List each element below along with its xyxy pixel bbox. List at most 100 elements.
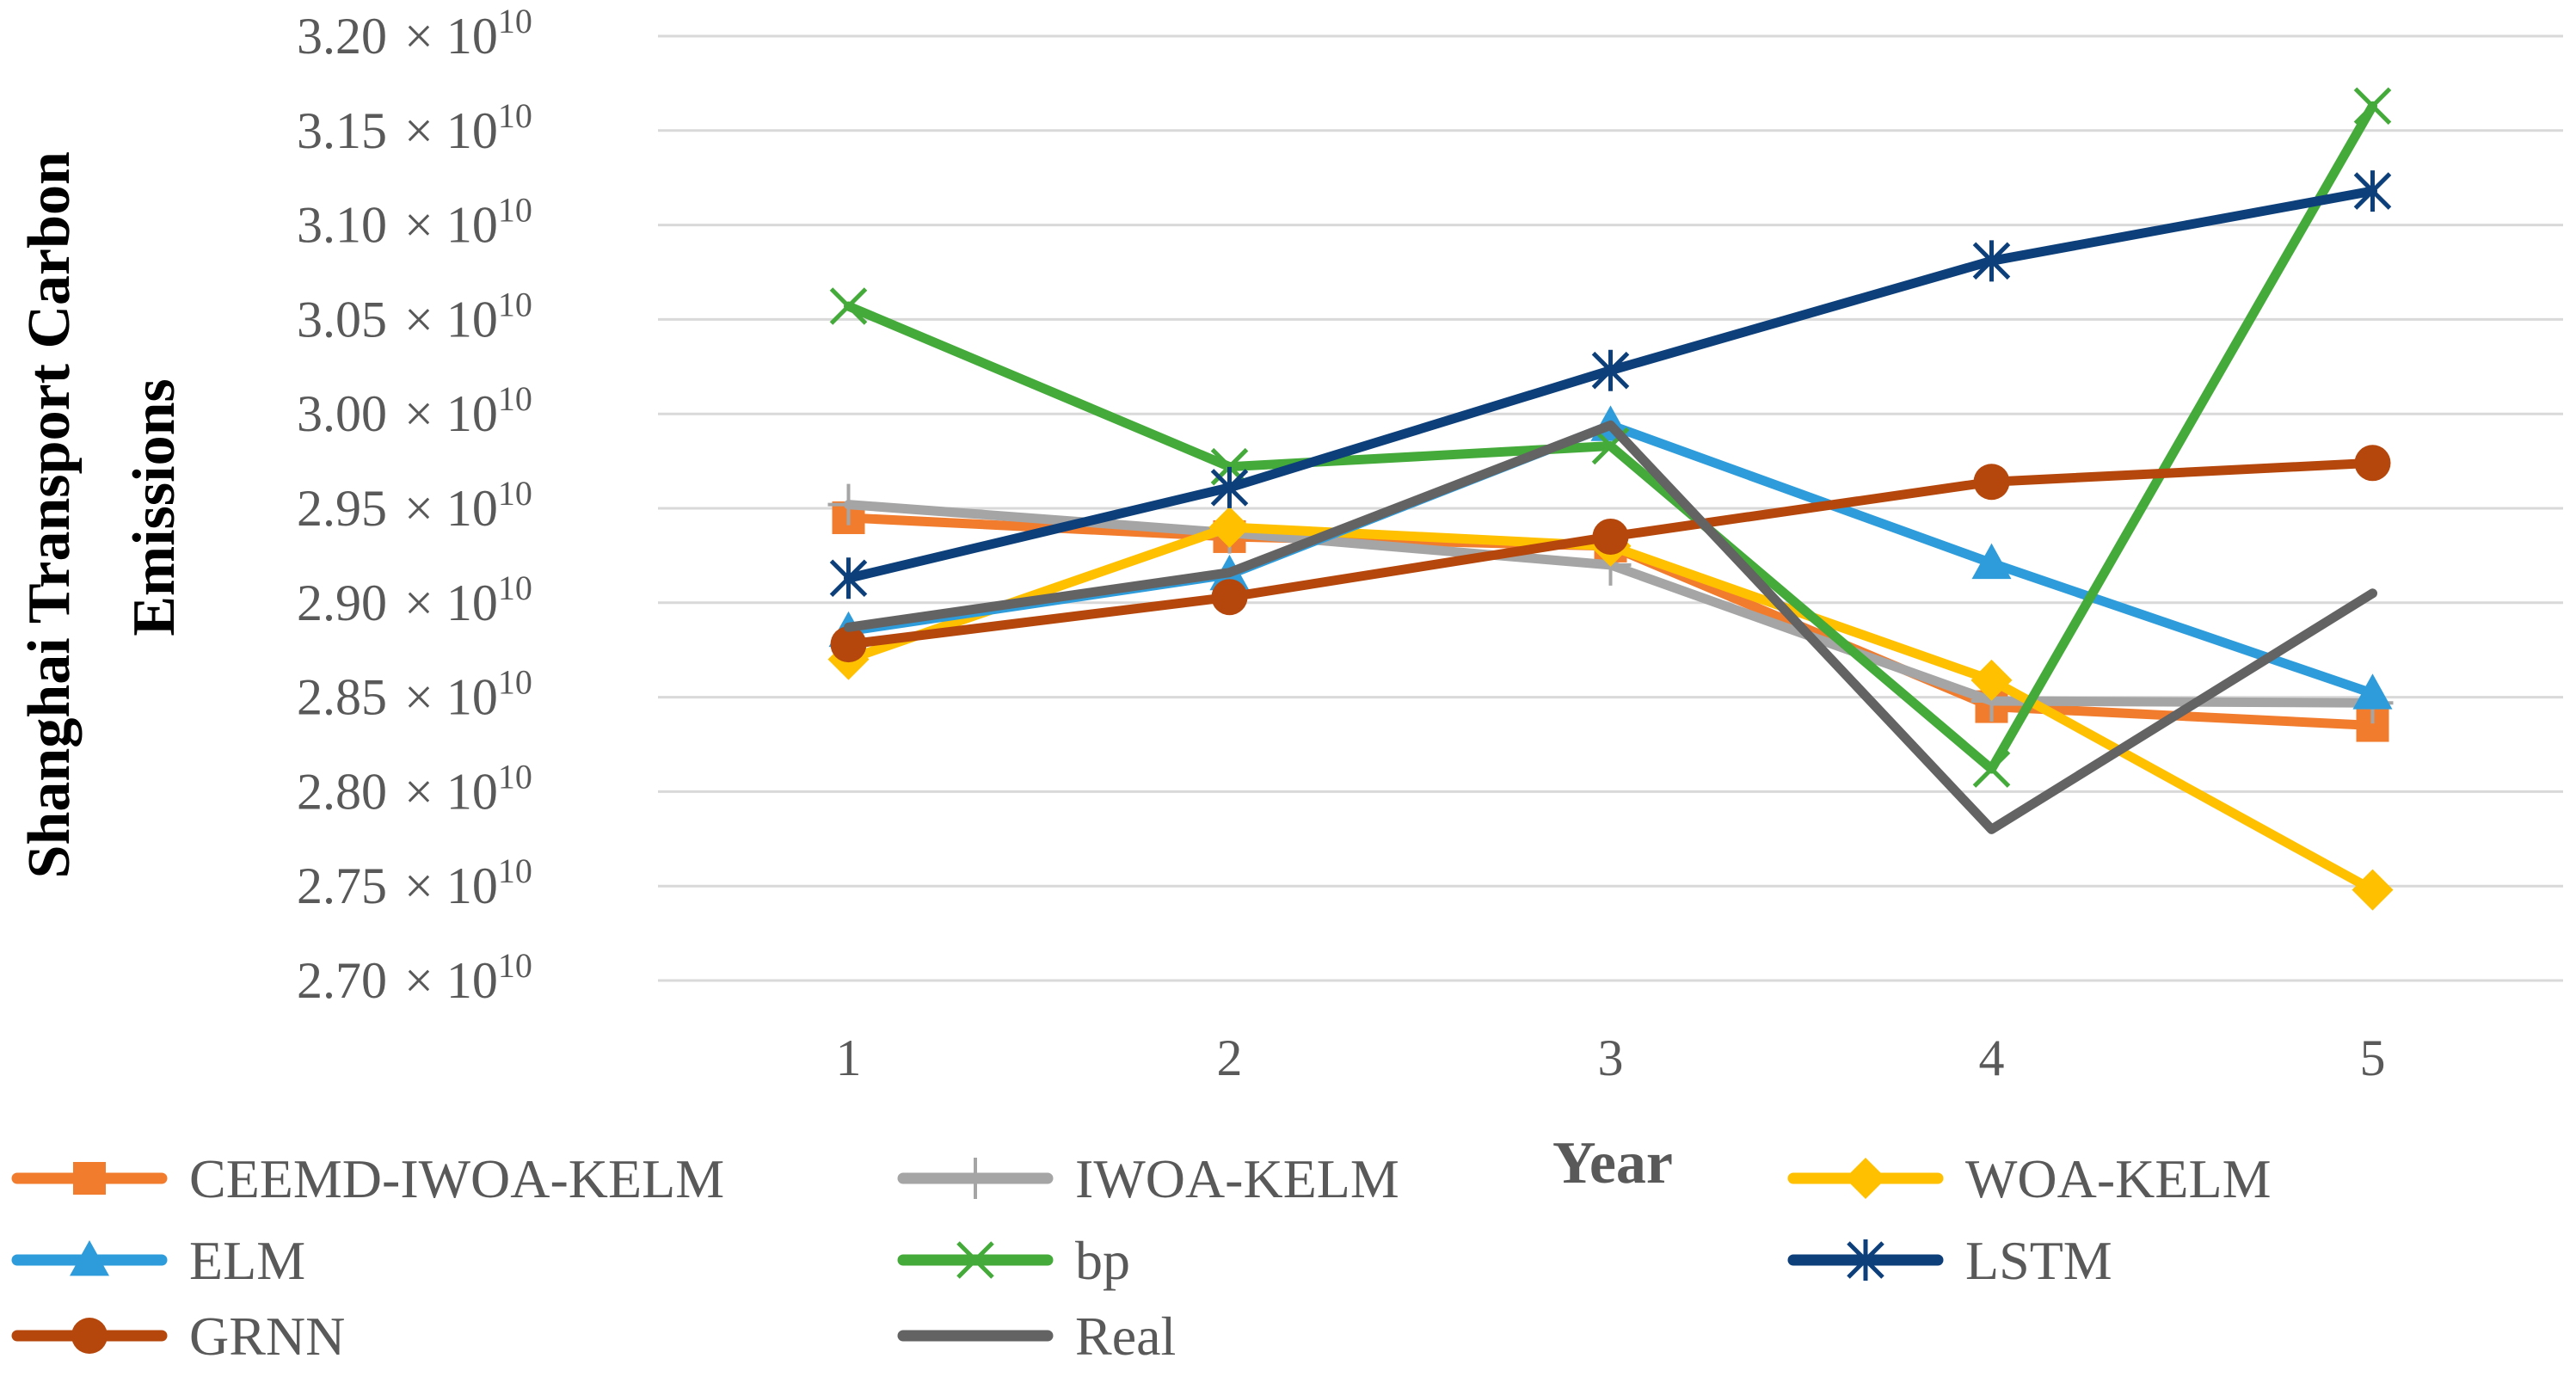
legend-item: CEEMD-IWOA-KELM — [11, 1148, 724, 1209]
data-point-marker — [2353, 87, 2392, 126]
data-point-marker — [829, 287, 868, 325]
data-point-marker — [955, 1158, 996, 1199]
y-tick-exponent: 10 — [498, 946, 532, 985]
data-point-marker — [956, 1241, 994, 1279]
y-tick-exponent: 10 — [498, 96, 532, 135]
data-point-marker — [1210, 466, 1249, 508]
y-tick-scale: × 10 — [404, 858, 498, 914]
y-tick-value: 2.95 — [297, 480, 387, 537]
legend-label: Real — [1075, 1306, 1176, 1367]
legend-item: ELM — [11, 1230, 305, 1291]
y-tick-scale: × 10 — [404, 480, 498, 537]
y-tick-scale: × 10 — [404, 669, 498, 726]
y-tick-scale: × 10 — [404, 8, 498, 65]
data-point-marker — [2352, 869, 2394, 911]
legend-label: GRNN — [189, 1306, 345, 1367]
data-point-marker — [827, 483, 870, 526]
y-tick-scale: × 10 — [404, 197, 498, 254]
y-tick-label: 3.00 × 1010 — [297, 379, 532, 442]
data-point-marker — [2352, 673, 2393, 710]
y-tick-exponent: 10 — [498, 569, 532, 607]
legend-item: IWOA-KELM — [897, 1148, 1399, 1209]
data-point-marker — [1845, 1158, 1886, 1199]
y-tick-value: 3.15 — [297, 102, 387, 159]
data-point-marker — [1211, 579, 1248, 616]
data-point-marker — [1972, 750, 2011, 788]
y-tick-value: 2.90 — [297, 575, 387, 631]
y-tick-exponent: 10 — [498, 663, 532, 702]
legend-label: CEEMD-IWOA-KELM — [189, 1148, 724, 1209]
y-tick-value: 2.75 — [297, 858, 387, 914]
y-tick-label: 3.20 × 1010 — [297, 2, 532, 65]
gridlines — [658, 34, 2563, 982]
x-tick-label: 4 — [1979, 1030, 2005, 1086]
y-tick-value: 2.70 — [297, 952, 387, 1009]
data-point-marker — [1973, 464, 2010, 501]
y-tick-exponent: 10 — [498, 851, 532, 890]
data-point-marker — [2353, 170, 2392, 212]
y-axis-title-line2: Emissions — [121, 378, 188, 636]
x-tick-label: 1 — [836, 1030, 862, 1086]
series-group — [827, 87, 2394, 911]
legend: CEEMD-IWOA-KELM IWOA-KELM WOA-KELM ELM bp LST… — [11, 1148, 2271, 1367]
y-tick-exponent: 10 — [498, 191, 532, 230]
x-tick-label: 3 — [1598, 1030, 1624, 1086]
x-tick-label: 5 — [2360, 1030, 2386, 1086]
y-tick-scale: × 10 — [404, 763, 498, 820]
series-line — [844, 420, 2377, 834]
y-tick-label: 2.90 × 1010 — [297, 569, 532, 631]
data-point-marker — [1847, 1239, 1884, 1281]
y-tick-value: 2.80 — [297, 763, 387, 820]
data-point-marker — [2354, 445, 2391, 482]
series-grnn — [830, 445, 2391, 663]
x-axis-ticks: 1 2 3 4 5 — [836, 1030, 2386, 1086]
y-tick-label: 2.80 × 1010 — [297, 757, 532, 820]
y-tick-label: 3.15 × 1010 — [297, 96, 532, 159]
y-tick-scale: × 10 — [404, 291, 498, 347]
data-point-marker — [1591, 349, 1630, 391]
y-tick-scale: × 10 — [404, 952, 498, 1009]
y-tick-value: 3.00 — [297, 385, 387, 442]
legend-label: bp — [1075, 1230, 1130, 1291]
y-tick-exponent: 10 — [498, 757, 532, 796]
y-tick-exponent: 10 — [498, 2, 532, 40]
legend-item: GRNN — [11, 1306, 345, 1367]
y-tick-value: 2.85 — [297, 669, 387, 726]
legend-item: LSTM — [1787, 1230, 2112, 1291]
x-tick-label: 2 — [1217, 1030, 1243, 1086]
y-tick-label: 2.70 × 1010 — [297, 946, 532, 1009]
data-point-marker — [70, 1240, 109, 1276]
data-point-marker — [73, 1162, 106, 1195]
y-tick-exponent: 10 — [498, 474, 532, 513]
y-axis-title-line1: Shanghai Transport Carbon — [16, 151, 83, 878]
y-tick-value: 3.10 — [297, 197, 387, 254]
data-point-marker — [1971, 543, 2012, 580]
x-axis-title: Year — [1552, 1130, 1673, 1196]
data-point-marker — [71, 1318, 108, 1354]
y-tick-label: 2.75 × 1010 — [297, 851, 532, 914]
data-point-marker — [1592, 518, 1629, 555]
y-tick-exponent: 10 — [498, 285, 532, 323]
y-tick-value: 3.05 — [297, 291, 387, 347]
y-tick-exponent: 10 — [498, 379, 532, 418]
y-tick-label: 3.05 × 1010 — [297, 285, 532, 347]
y-tick-label: 2.85 × 1010 — [297, 663, 532, 726]
series-lstm — [829, 170, 2392, 599]
data-point-marker — [1970, 659, 2013, 701]
y-tick-scale: × 10 — [404, 385, 498, 442]
y-tick-label: 2.95 × 1010 — [297, 474, 532, 537]
data-point-marker — [830, 626, 867, 663]
legend-label: WOA-KELM — [1965, 1148, 2271, 1209]
series-real — [844, 420, 2377, 834]
legend-label: ELM — [189, 1230, 305, 1291]
y-tick-value: 3.20 — [297, 8, 387, 65]
y-tick-scale: × 10 — [404, 102, 498, 159]
legend-item: Real — [897, 1306, 1176, 1367]
y-axis-title: Shanghai Transport Carbon Emissions — [16, 137, 188, 879]
legend-label: IWOA-KELM — [1075, 1148, 1399, 1209]
data-point-marker — [1972, 240, 2011, 282]
data-point-marker — [1208, 506, 1251, 548]
y-tick-label: 3.10 × 1010 — [297, 191, 532, 254]
